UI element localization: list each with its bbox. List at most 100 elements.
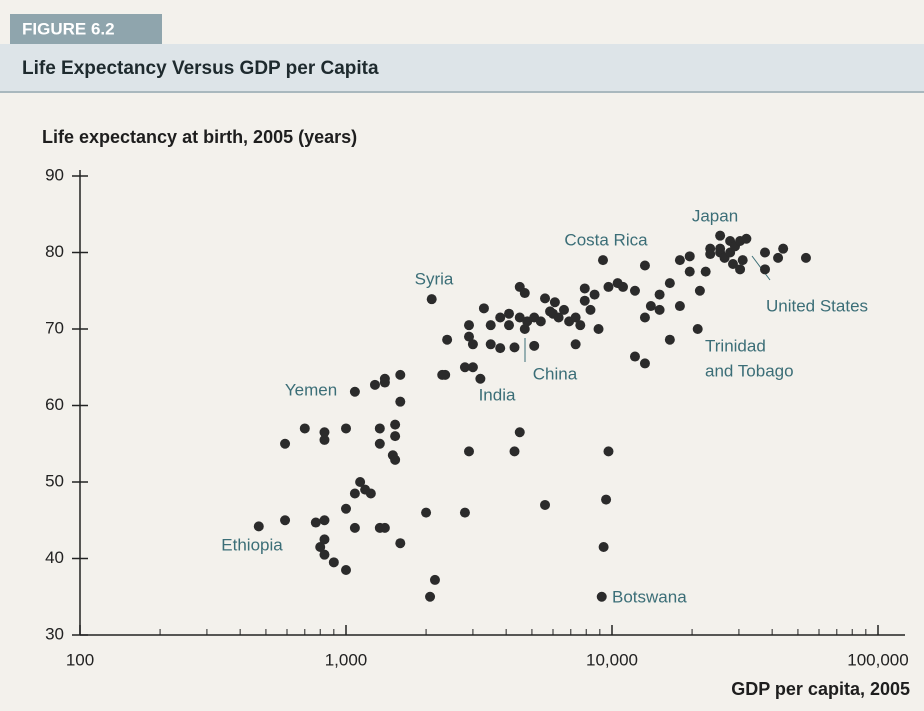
data-point — [639, 260, 650, 271]
data-point — [654, 304, 665, 315]
data-point — [737, 255, 748, 266]
data-point — [684, 251, 695, 262]
annotation: Japan — [692, 206, 738, 225]
data-point — [390, 454, 401, 465]
data-point — [463, 320, 474, 331]
data-point — [379, 522, 390, 533]
data-point — [519, 288, 530, 299]
data-point — [341, 423, 351, 434]
data-point — [664, 334, 675, 345]
data-point — [684, 266, 695, 277]
x-axis-label: GDP per capita, 2005 — [731, 679, 910, 699]
annotation: Yemen — [285, 380, 337, 399]
data-point — [319, 515, 330, 526]
data-point — [603, 446, 614, 457]
annotation: Syria — [415, 269, 454, 288]
data-point — [504, 320, 515, 331]
data-point — [379, 377, 390, 388]
data-point — [735, 264, 746, 275]
annotation: United States — [766, 296, 868, 315]
data-point — [579, 283, 590, 294]
data-point — [694, 285, 705, 296]
data-point — [727, 258, 738, 269]
data-point — [715, 243, 726, 254]
y-tick-label: 50 — [45, 471, 64, 490]
data-point — [341, 503, 351, 514]
data-point — [800, 252, 811, 263]
data-point — [540, 293, 551, 304]
data-point — [579, 295, 590, 306]
data-point — [759, 264, 770, 275]
data-point — [390, 431, 401, 442]
x-tick-label: 100 — [66, 650, 94, 669]
data-point — [429, 574, 440, 585]
data-point — [549, 297, 560, 308]
data-point — [645, 301, 656, 312]
data-point — [603, 281, 614, 292]
data-point — [514, 312, 525, 323]
data-point — [280, 515, 291, 526]
data-point — [349, 488, 360, 499]
x-tick-label: 100,000 — [847, 650, 908, 669]
data-point — [629, 285, 640, 296]
data-point — [437, 369, 448, 380]
data-point — [664, 278, 675, 289]
data-point — [618, 281, 629, 292]
data-point — [597, 255, 608, 266]
data-point — [639, 312, 650, 323]
data-point — [467, 362, 478, 373]
y-tick-label: 40 — [45, 548, 64, 567]
data-point — [629, 351, 640, 362]
data-point — [589, 289, 600, 300]
data-point — [395, 369, 406, 380]
data-point — [570, 312, 581, 323]
annotation: Ethiopia — [221, 535, 283, 554]
data-point — [442, 334, 453, 345]
data-point — [654, 289, 665, 300]
data-point — [674, 301, 685, 312]
data-point — [395, 538, 406, 549]
chart-title: Life Expectancy Versus GDP per Capita — [22, 58, 379, 79]
data-point — [639, 358, 650, 369]
data-point — [341, 564, 351, 575]
data-point — [349, 522, 360, 533]
y-tick-label: 70 — [45, 318, 64, 337]
data-point — [509, 446, 520, 457]
x-tick-label: 10,000 — [586, 650, 638, 669]
data-point — [504, 308, 515, 319]
data-point — [509, 342, 520, 353]
data-point — [558, 304, 569, 315]
data-point — [459, 362, 470, 373]
data-point — [421, 507, 432, 518]
annotation: Costa Rica — [564, 230, 648, 249]
data-point — [299, 423, 310, 434]
data-point — [601, 494, 612, 505]
data-point — [485, 320, 496, 331]
data-point — [759, 247, 770, 258]
data-point — [485, 339, 496, 350]
data-point — [395, 396, 406, 407]
data-point — [692, 324, 703, 334]
data-point — [674, 255, 685, 266]
data-point — [319, 427, 330, 438]
x-tick-label: 1,000 — [325, 650, 368, 669]
data-point — [328, 557, 339, 568]
data-point — [593, 324, 604, 334]
figure-label: FIGURE 6.2 — [22, 19, 115, 38]
data-point — [741, 233, 752, 244]
data-point — [700, 266, 711, 277]
data-point — [315, 542, 326, 553]
data-point — [355, 477, 366, 487]
data-point — [310, 517, 321, 528]
data-point — [529, 340, 540, 351]
y-tick-label: 90 — [45, 165, 64, 184]
data-point — [365, 488, 376, 499]
data-point — [596, 591, 607, 602]
data-point — [715, 230, 726, 241]
data-point — [478, 303, 489, 314]
data-point — [570, 339, 581, 350]
data-point — [467, 339, 478, 350]
data-point — [280, 438, 291, 449]
